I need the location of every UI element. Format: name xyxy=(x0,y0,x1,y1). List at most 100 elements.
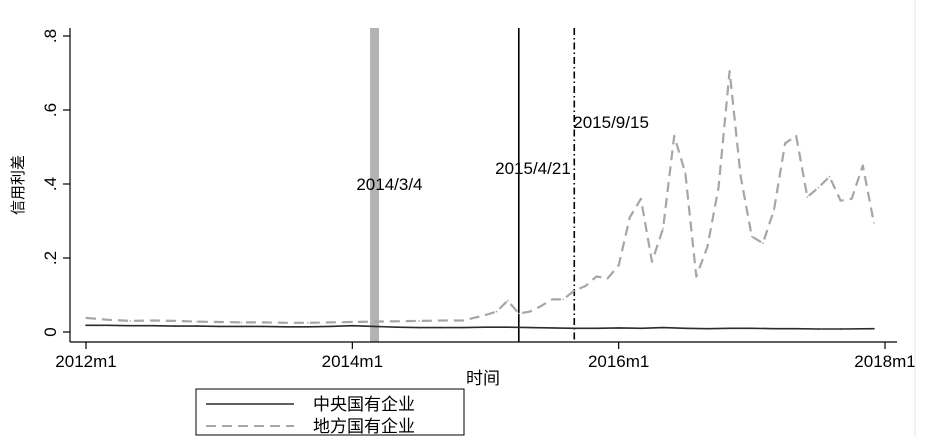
series-lines xyxy=(85,70,875,330)
data-point xyxy=(506,326,509,329)
data-point xyxy=(850,198,853,200)
y-tick-label: .8 xyxy=(41,29,60,43)
data-point xyxy=(129,324,132,327)
series-line xyxy=(86,324,874,330)
data-point xyxy=(529,310,531,313)
x-axis-ticks: 2012m1 2014m1 2016m1 2018m1 xyxy=(55,342,916,371)
data-point xyxy=(617,327,620,329)
event-label: 2014/3/4 xyxy=(356,175,422,194)
data-point xyxy=(518,312,520,315)
data-point xyxy=(529,326,531,329)
data-point xyxy=(728,327,731,330)
event-label: 2015/9/15 xyxy=(573,113,649,132)
data-point xyxy=(373,325,376,328)
data-point xyxy=(806,196,809,198)
data-point xyxy=(285,322,287,324)
data-point xyxy=(751,327,753,330)
y-axis-label: 信用利差 xyxy=(10,155,27,215)
data-point xyxy=(462,319,465,322)
data-point xyxy=(551,327,553,329)
data-point xyxy=(617,264,620,267)
data-point xyxy=(828,175,831,178)
data-point xyxy=(739,175,742,178)
data-point xyxy=(706,327,709,330)
data-point xyxy=(151,319,154,322)
data-point xyxy=(629,216,631,219)
data-point xyxy=(240,325,243,328)
data-point xyxy=(351,324,354,327)
data-point xyxy=(817,328,820,330)
y-tick-label: 0 xyxy=(41,327,60,336)
data-point xyxy=(395,320,398,323)
data-point xyxy=(495,310,498,313)
data-point xyxy=(717,186,720,189)
data-point xyxy=(573,289,576,292)
data-point xyxy=(285,326,287,328)
data-point xyxy=(839,328,842,330)
data-point xyxy=(174,320,176,322)
data-point xyxy=(751,235,753,238)
legend-label: 地方国有企业 xyxy=(313,417,415,436)
legend-box xyxy=(195,388,465,436)
data-point xyxy=(440,319,442,322)
data-point xyxy=(562,298,564,301)
event-lines: 2014/3/4 2015/4/21 2015/9/15 xyxy=(356,28,649,342)
x-tick-label: 2012m1 xyxy=(55,352,116,371)
y-tick-label: .6 xyxy=(41,103,60,117)
data-point xyxy=(329,321,331,324)
x-tick-label: 2014m1 xyxy=(322,352,383,371)
data-point xyxy=(418,326,420,329)
data-point xyxy=(307,326,309,328)
data-point xyxy=(551,298,553,301)
data-point xyxy=(85,317,87,319)
data-point xyxy=(107,319,109,321)
data-point xyxy=(784,142,786,145)
data-point xyxy=(640,198,642,200)
data-point xyxy=(640,327,642,330)
series-line xyxy=(85,70,875,324)
event-label: 2015/4/21 xyxy=(495,159,571,178)
x-axis-label: 时间 xyxy=(466,369,500,388)
data-point xyxy=(873,327,875,330)
data-point xyxy=(151,324,154,327)
data-point xyxy=(684,327,687,330)
data-point xyxy=(773,209,775,211)
data-point xyxy=(462,326,465,329)
y-axis-ticks: 0 .2 .4 .6 .8 xyxy=(41,29,70,337)
data-point xyxy=(662,227,664,230)
data-point xyxy=(329,325,331,328)
data-point xyxy=(651,260,653,263)
data-point xyxy=(395,326,398,329)
data-point xyxy=(240,321,243,324)
data-point xyxy=(506,299,509,302)
data-point xyxy=(862,164,864,167)
data-point xyxy=(873,222,875,224)
data-point xyxy=(662,326,664,329)
data-point xyxy=(795,135,797,137)
x-tick-label: 2016m1 xyxy=(588,352,649,371)
data-point xyxy=(684,172,687,174)
data-point xyxy=(218,321,220,323)
data-point xyxy=(196,320,198,323)
data-point xyxy=(218,325,220,328)
y-tick-label: .4 xyxy=(41,177,60,191)
legend-label: 中央国有企业 xyxy=(313,395,415,414)
data-point xyxy=(795,327,797,330)
data-point xyxy=(484,326,487,329)
x-tick-label: 2018m1 xyxy=(854,352,915,371)
data-point xyxy=(728,70,731,72)
data-point xyxy=(706,246,709,248)
data-point xyxy=(129,320,132,322)
data-point xyxy=(351,321,354,323)
data-point xyxy=(484,314,487,316)
data-point xyxy=(606,277,609,280)
data-point xyxy=(440,326,442,329)
data-point xyxy=(595,327,598,330)
data-point xyxy=(196,325,198,327)
data-point xyxy=(174,325,176,327)
data-point xyxy=(573,327,576,330)
data-point xyxy=(262,321,265,324)
data-point xyxy=(839,199,842,202)
